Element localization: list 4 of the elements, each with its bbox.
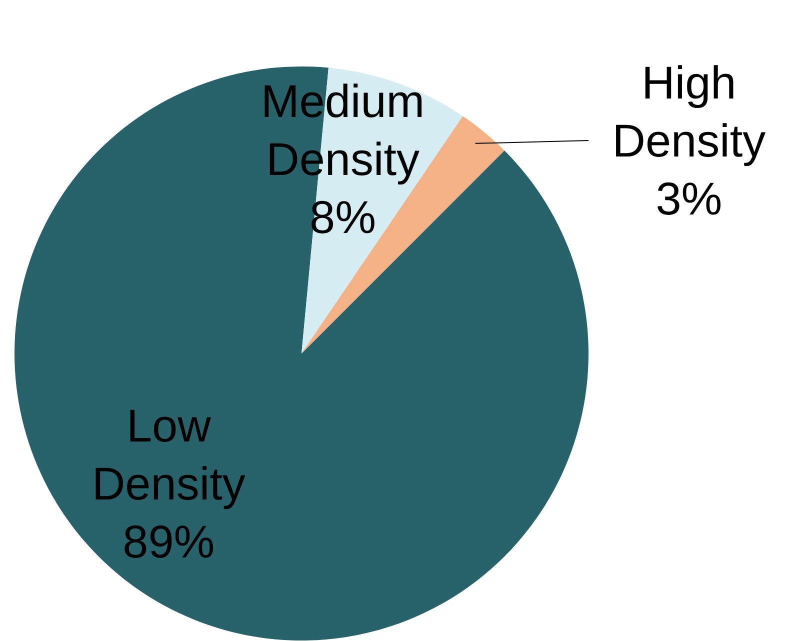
- data-label: 89%: [122, 515, 215, 568]
- slice-label: High Density: [612, 56, 766, 167]
- data-label: 3%: [656, 172, 722, 225]
- slice-label: Low Density: [92, 399, 246, 510]
